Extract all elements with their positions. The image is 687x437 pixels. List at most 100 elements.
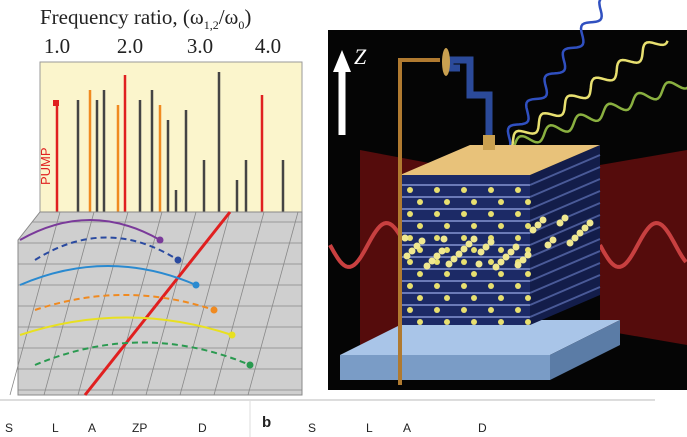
dot [483, 244, 490, 251]
coupling-node [175, 257, 182, 264]
dot [461, 259, 467, 265]
pump-label: PUMP [38, 147, 53, 185]
tick-label: 1.0 [44, 34, 70, 58]
dot [461, 211, 467, 217]
dot [587, 220, 594, 227]
dot [488, 283, 494, 289]
dot [407, 259, 413, 265]
dot [471, 319, 477, 325]
dot [444, 271, 450, 277]
coupling-node [157, 237, 164, 244]
dot [540, 217, 547, 224]
dot [525, 295, 531, 301]
dot [577, 230, 584, 237]
dot [498, 259, 505, 266]
dot [557, 220, 564, 227]
dot [417, 223, 423, 229]
dot [525, 271, 531, 277]
dot [535, 222, 542, 229]
dot [434, 307, 440, 313]
dot [478, 249, 485, 256]
tick-label: 4.0 [255, 34, 281, 58]
dot [515, 187, 521, 193]
dot [407, 211, 413, 217]
dot [461, 235, 467, 241]
axis-title-text: ) [244, 5, 251, 29]
dot [419, 238, 426, 245]
dot [515, 262, 522, 269]
dot [525, 252, 532, 259]
dot [414, 243, 421, 250]
connector [442, 48, 450, 76]
dot [409, 248, 416, 255]
dot [404, 253, 411, 260]
label: A [403, 421, 411, 435]
dot [515, 307, 521, 313]
coupling-node [193, 282, 200, 289]
dot [434, 283, 440, 289]
dot [562, 215, 569, 222]
dot [471, 223, 477, 229]
label: L [52, 421, 59, 435]
dot [503, 254, 510, 261]
coupling-node [229, 332, 236, 339]
dot [498, 295, 504, 301]
label: A [88, 421, 96, 435]
dot [424, 263, 431, 270]
dot [515, 211, 521, 217]
dot [488, 239, 495, 246]
dot [429, 258, 436, 265]
label: D [478, 421, 487, 435]
dot [498, 223, 504, 229]
right-panel: Z [328, 0, 687, 390]
dot [434, 211, 440, 217]
dot [567, 240, 574, 247]
dot [550, 237, 557, 244]
dot [461, 307, 467, 313]
dot [402, 235, 409, 242]
coupling-node [247, 362, 254, 369]
label: S [5, 421, 13, 435]
dot [417, 295, 423, 301]
dot [471, 236, 478, 243]
dot [498, 271, 504, 277]
dot [441, 236, 448, 243]
dot [444, 223, 450, 229]
dot [498, 199, 504, 205]
dot [488, 211, 494, 217]
dot [515, 283, 521, 289]
dot [471, 271, 477, 277]
axis-label: Z [354, 44, 367, 69]
dot [434, 253, 441, 260]
dot [488, 187, 494, 193]
dot [407, 187, 413, 193]
dot [498, 319, 504, 325]
dot [444, 295, 450, 301]
dot [582, 225, 589, 232]
dot [545, 242, 552, 249]
dot [407, 283, 413, 289]
dot [446, 261, 453, 268]
axis-title-text: Frequency ratio, (ω [40, 5, 204, 29]
substrate-front [340, 355, 550, 380]
dot [434, 235, 440, 241]
dot [444, 199, 450, 205]
dot [488, 307, 494, 313]
dot [407, 307, 413, 313]
dot [520, 257, 527, 264]
dot [513, 244, 520, 251]
panel-letter: b [262, 414, 271, 431]
dot [461, 283, 467, 289]
dot [417, 271, 423, 277]
axis-title-text: /ω [219, 5, 239, 29]
label: ZP [132, 421, 147, 435]
dot [515, 235, 521, 241]
dot [461, 187, 467, 193]
contact [483, 135, 495, 150]
label: L [366, 421, 373, 435]
laser-beam [600, 150, 687, 345]
dot [525, 319, 531, 325]
coupling-node [211, 307, 218, 314]
dot [572, 235, 579, 242]
label: D [198, 421, 207, 435]
